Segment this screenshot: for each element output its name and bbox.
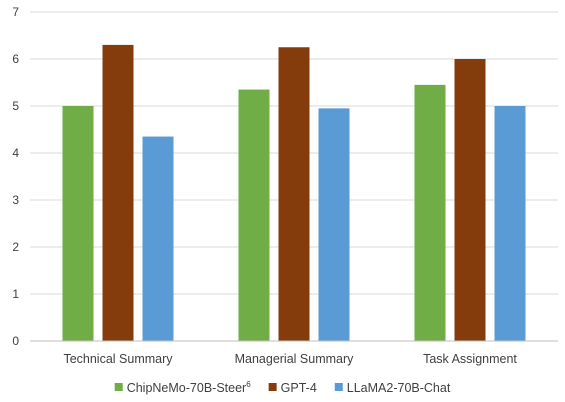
legend-item: GPT-4 [268,381,317,395]
y-tick-label: 4 [12,146,19,160]
bar-llama2-70b-chat-managerial-summary [318,108,350,341]
legend-swatch [114,383,123,391]
x-tick-label: Managerial Summary [235,352,355,366]
bar-gpt-4-task-assignment [454,59,486,341]
legend-label-superscript: 6 [246,380,251,389]
legend-item: LLaMA2-70B-Chat [334,381,451,395]
bars [62,44,526,342]
y-tick-label: 6 [12,52,19,66]
bar-chipnemo-70b-steer-managerial-summary [238,89,270,341]
legend-label-text: LLaMA2-70B-Chat [347,381,451,395]
legend-swatch [268,383,277,391]
y-axis-tick-labels: 0 1 2 3 4 5 6 7 [12,5,19,348]
y-tick-label: 1 [12,287,19,301]
y-tick-label: 0 [12,334,19,348]
y-tick-label: 2 [12,240,19,254]
bar-gpt-4-technical-summary [102,44,134,342]
legend-swatch [334,383,343,391]
legend-label: ChipNeMo-70B-Steer6 [127,380,252,395]
x-tick-label: Technical Summary [63,352,173,366]
bar-gpt-4-managerial-summary [278,47,310,341]
bar-llama2-70b-chat-task-assignment [494,106,526,341]
x-tick-label: Task Assignment [423,352,517,366]
legend-label-text: GPT-4 [281,381,317,395]
bar-llama2-70b-chat-technical-summary [142,136,174,341]
bar-chipnemo-70b-steer-technical-summary [62,106,94,341]
y-tick-label: 3 [12,193,19,207]
legend-label-text: ChipNeMo-70B-Steer [127,381,247,395]
legend-label: GPT-4 [281,381,317,395]
bar-chipnemo-70b-steer-task-assignment [414,84,446,341]
x-axis: Technical Summary Managerial Summary Task … [30,340,558,366]
legend-item: ChipNeMo-70B-Steer6 [114,380,252,395]
legend: ChipNeMo-70B-Steer6 GPT-4 LLaMA2-70B-Chat [114,380,451,395]
legend-label: LLaMA2-70B-Chat [347,381,451,395]
y-tick-label: 7 [12,5,19,19]
y-tick-label: 5 [12,99,19,113]
